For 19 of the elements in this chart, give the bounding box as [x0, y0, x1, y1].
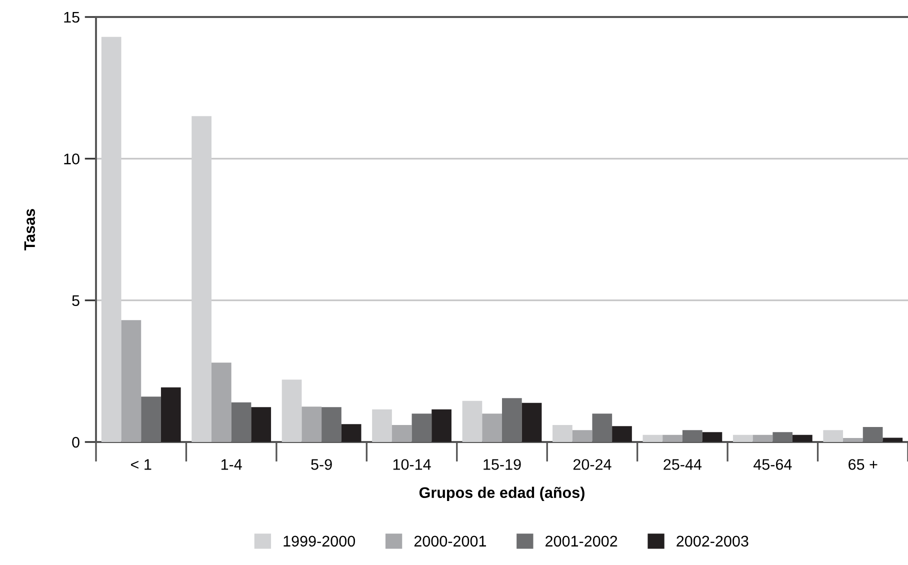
legend-label: 2001-2002 — [546, 536, 618, 547]
y-tick-label: 5 — [72, 295, 80, 306]
x-tick-label: 15-19 — [484, 459, 521, 470]
y-tick-label: 10 — [64, 154, 80, 164]
x-axis-title: Grupos de edad (años) — [419, 486, 584, 502]
x-tick-label: 20-24 — [573, 459, 612, 470]
legend-label: 1999-2000 — [284, 536, 356, 547]
x-tick-label: 10-14 — [393, 459, 431, 470]
legend-label: 2000-2001 — [414, 536, 486, 547]
x-tick-label: 65 + — [848, 459, 878, 470]
x-tick-label: 45-64 — [753, 459, 792, 470]
legend-label: 2002-2003 — [676, 536, 748, 547]
y-tick-label: 15 — [64, 12, 80, 23]
x-tick-label: 5-9 — [311, 459, 332, 470]
x-tick-label: 1-4 — [221, 459, 242, 470]
y-tick-label: 0 — [72, 436, 80, 448]
x-tick-label: < 1 — [131, 459, 152, 470]
x-tick-label: 25-44 — [664, 459, 702, 470]
y-axis-title: Tasas — [24, 209, 36, 250]
